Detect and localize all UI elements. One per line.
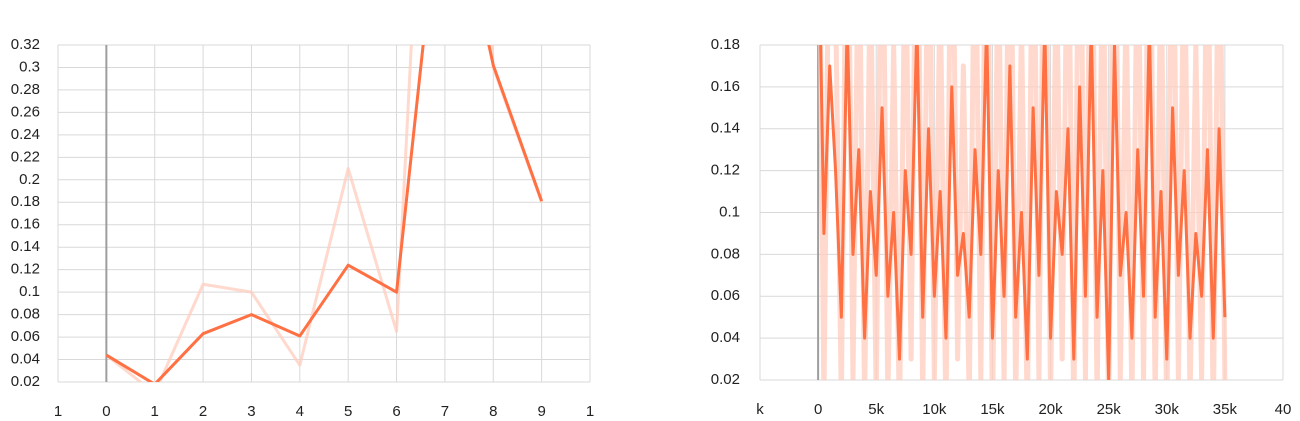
x-tick-label: 10k (922, 401, 947, 418)
y-tick-label: 0.16 (11, 216, 40, 233)
x-tick-label: 1 (54, 403, 62, 420)
y-tick-label: 0.24 (11, 126, 40, 143)
y-tick-label: 0.02 (711, 371, 740, 388)
x-tick-label: 3 (247, 403, 255, 420)
x-tick-label: 25k (1097, 401, 1122, 418)
x-tick-label: 1 (151, 403, 159, 420)
x-tick-label: 5k (868, 401, 884, 418)
x-tick-label: 15k (980, 401, 1005, 418)
y-tick-label: 0.32 (11, 36, 40, 53)
x-tick-label: 8 (489, 403, 497, 420)
x-tick-label: 5 (344, 403, 352, 420)
y-tick-label: 0.12 (11, 261, 40, 278)
x-tick-label: 1 (586, 403, 594, 420)
y-tick-label: 0.08 (711, 245, 740, 262)
x-tick-label: 7 (441, 403, 449, 420)
plot (818, 45, 1228, 380)
x-tick-label: 9 (537, 403, 545, 420)
x-tick-label: 4 (296, 403, 304, 420)
chart: 0.02 0.04 0.06 0.08 0.1 0.12 0.14 0.16 0.18 0.2 0.… (11, 36, 594, 420)
x-tick-label: 0 (814, 401, 822, 418)
x-tick-label: 0 (102, 403, 110, 420)
y-tick-label: 0.12 (711, 162, 740, 179)
x-tick-label: 6 (392, 403, 400, 420)
x-tick-label: 35k (1213, 401, 1238, 418)
y-tick-label: 0.2 (19, 171, 40, 188)
x-tick-label: 2 (199, 403, 207, 420)
y-tick-label: 0.14 (711, 120, 740, 137)
y-tick-label: 0.06 (711, 287, 740, 304)
y-tick-label: 0.08 (11, 306, 40, 323)
y-tick-label: 0.18 (11, 193, 40, 210)
smoothed-line (819, 45, 1227, 380)
y-tick-label: 0.1 (719, 203, 740, 220)
y-tick-label: 0.22 (11, 148, 40, 165)
smoothed-line (105, 45, 544, 382)
y-tick-label: 0.02 (11, 373, 40, 390)
raw-line (105, 45, 544, 382)
y-tick-label: 0.3 (19, 58, 40, 75)
x-tick-label: 30k (1155, 401, 1180, 418)
y-tick-label: 0.28 (11, 81, 40, 98)
y-tick-label: 0.18 (711, 36, 740, 53)
y-tick-label: 0.06 (11, 328, 40, 345)
y-tick-label: 0.04 (711, 329, 740, 346)
chart: 0.02 0.04 0.06 0.08 0.1 0.12 0.14 0.16 0.18 k 0 5k 1… (711, 36, 1292, 418)
y-tick-label: 0.14 (11, 238, 40, 255)
y-tick-label: 0.26 (11, 103, 40, 120)
y-tick-label: 0.04 (11, 351, 40, 368)
x-tick-label: k (756, 401, 764, 418)
y-tick-label: 0.16 (711, 78, 740, 95)
x-tick-label: 20k (1038, 401, 1063, 418)
plot (105, 45, 544, 382)
y-tick-label: 0.1 (19, 283, 40, 300)
x-tick-label: 40 (1275, 401, 1292, 418)
